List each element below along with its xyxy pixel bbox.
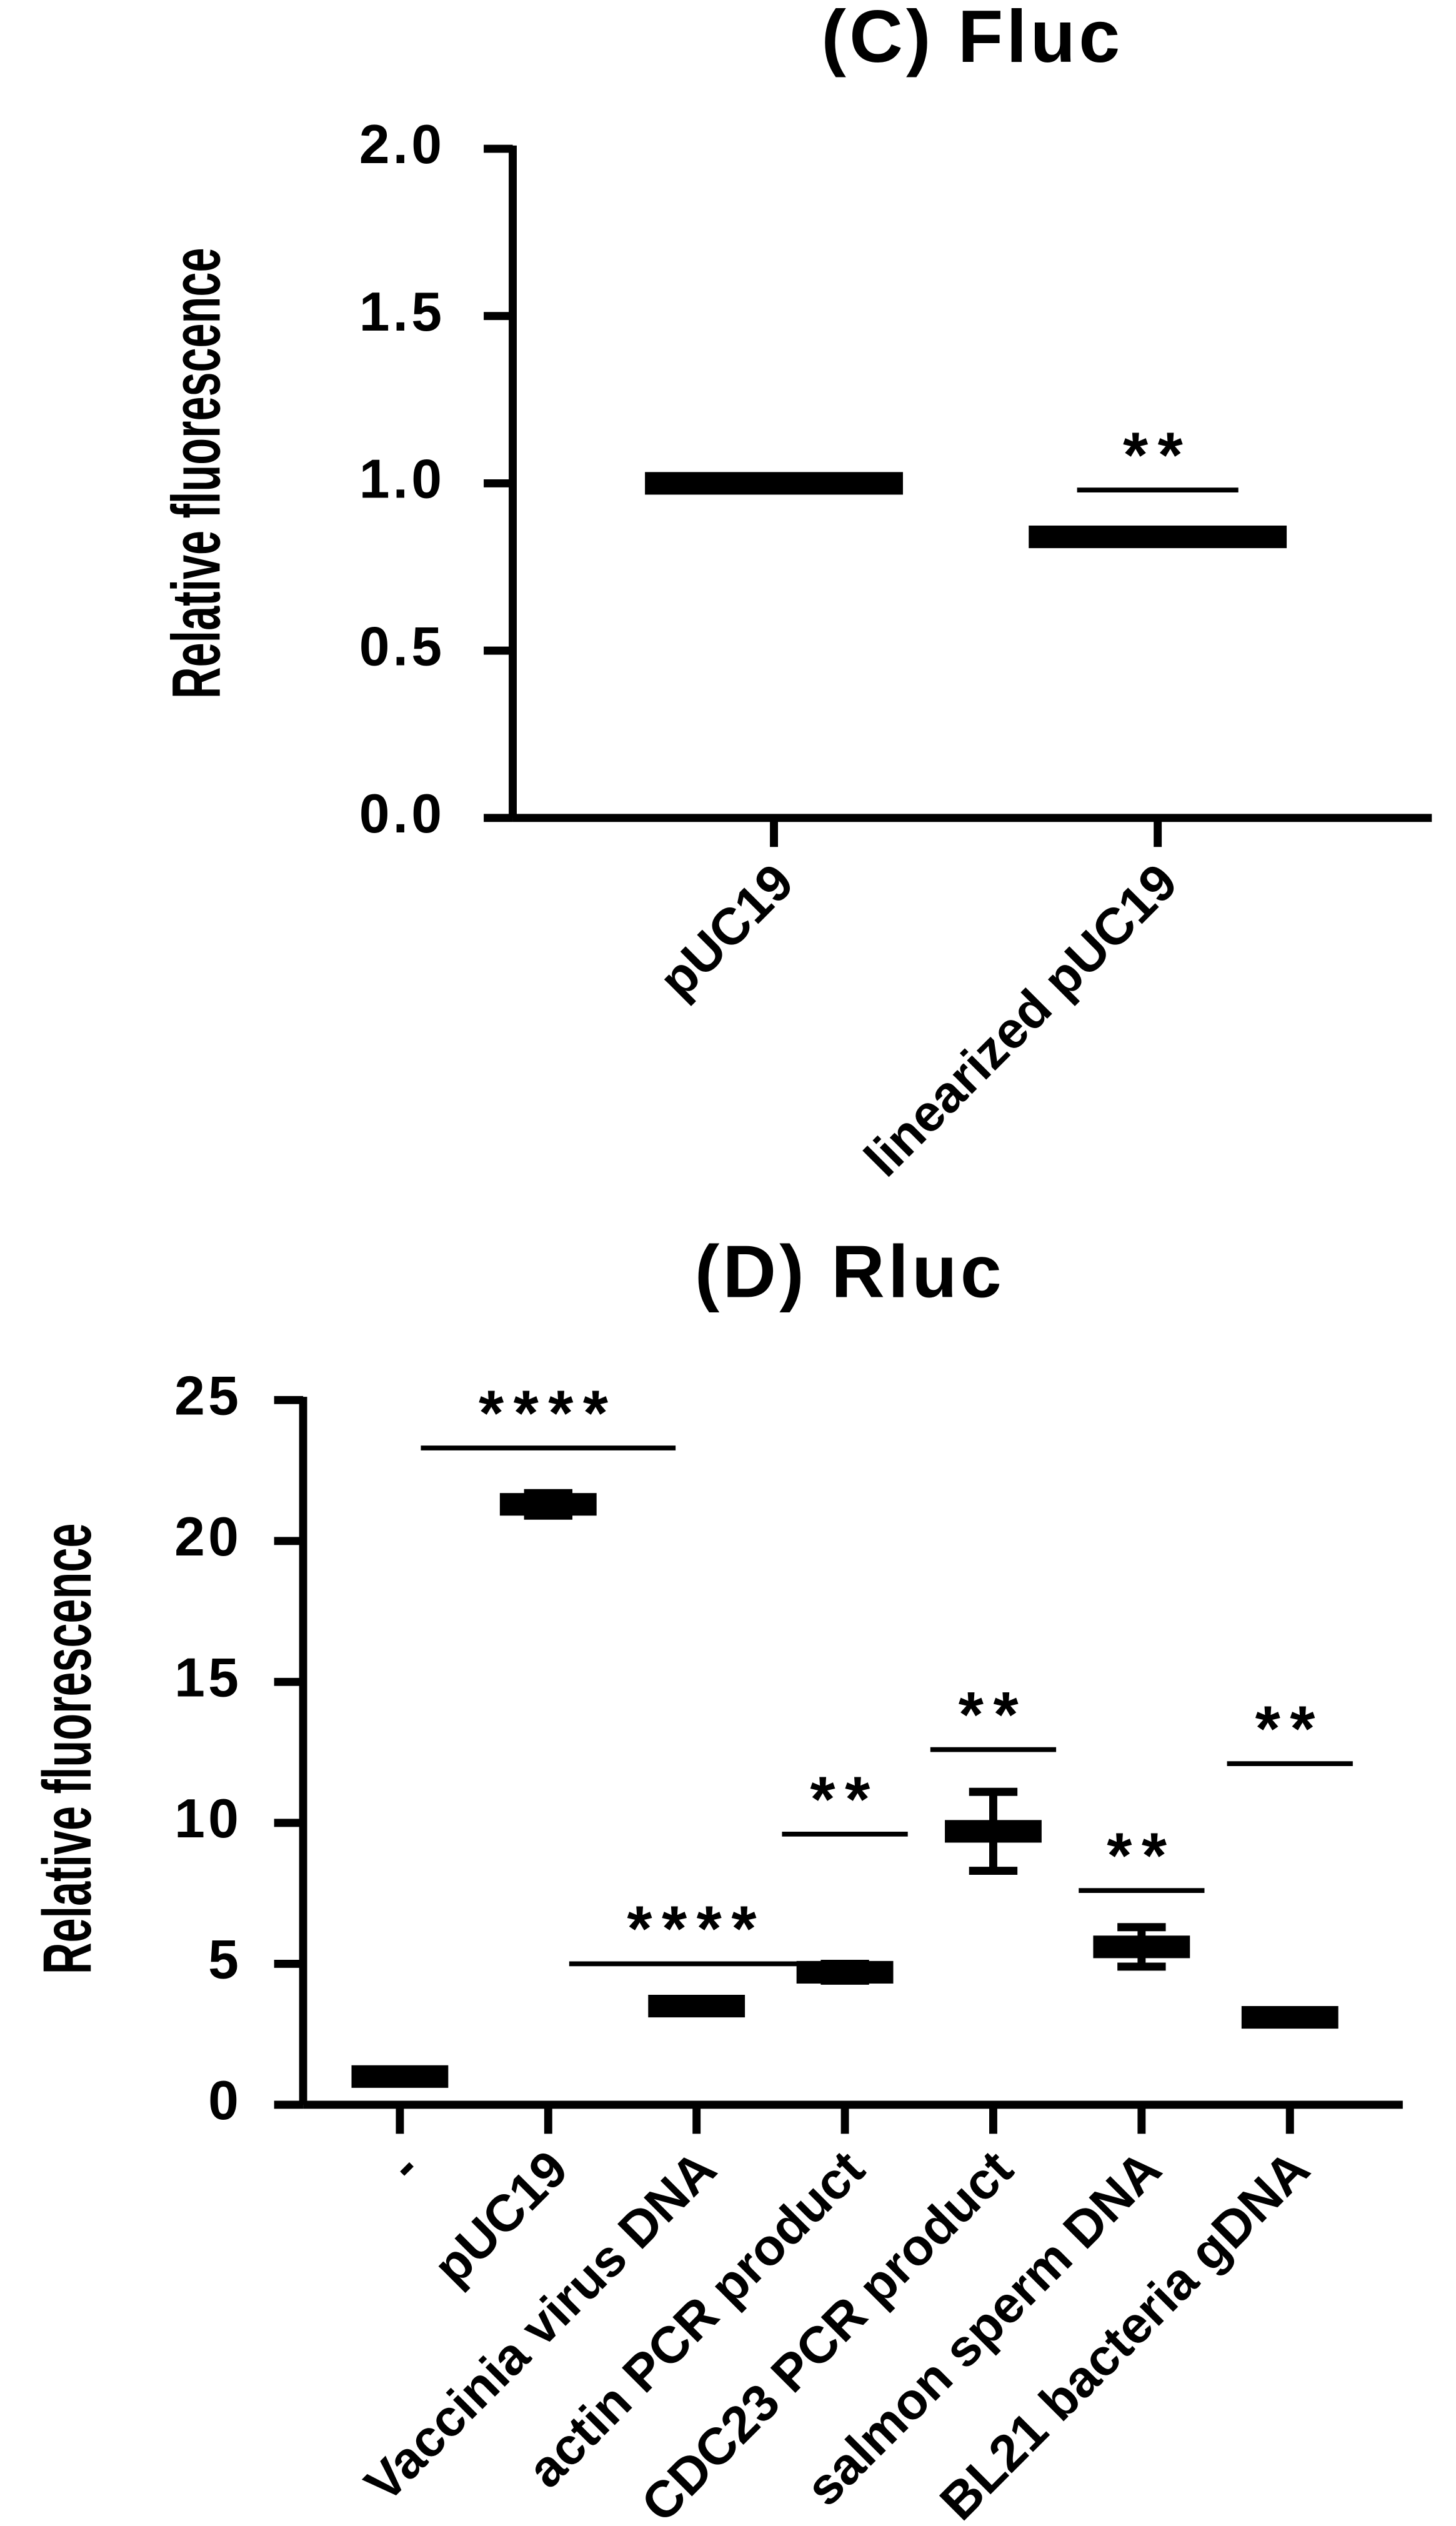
significance-label: ** [1107,1819,1176,1891]
y-tick-label: 0.5 [359,616,445,677]
y-tick-label: 0.0 [359,783,445,844]
y-axis-label: Relative fluorescence [158,248,235,699]
y-tick-label: 1.0 [359,449,445,510]
y-tick-label: 1.5 [359,281,445,342]
y-tick-label: 20 [174,1506,242,1567]
y-tick-label: 10 [174,1788,242,1849]
significance-label: **** [479,1377,618,1449]
x-tick-label: pUC19 [648,853,804,1009]
y-tick-label: 25 [174,1365,242,1426]
y-axis-label: Relative fluorescence [29,1524,106,1975]
y-tick-label: 0 [208,2070,242,2131]
significance-label: **** [627,1893,766,1965]
significance-label: ** [1123,419,1192,491]
significance-label: ** [1255,1693,1325,1765]
x-tick-label: linearized pUC19 [854,853,1188,1187]
x-tick-label: - [377,2140,430,2192]
significance-label: ** [959,1679,1028,1750]
chart-title: (C) Fluc [821,0,1123,78]
chart-title: (D) Rluc [695,1231,1005,1314]
significance-label: ** [810,1763,879,1835]
y-tick-label: 2.0 [359,114,445,175]
y-tick-label: 15 [174,1647,242,1709]
y-tick-label: 5 [208,1929,242,1990]
